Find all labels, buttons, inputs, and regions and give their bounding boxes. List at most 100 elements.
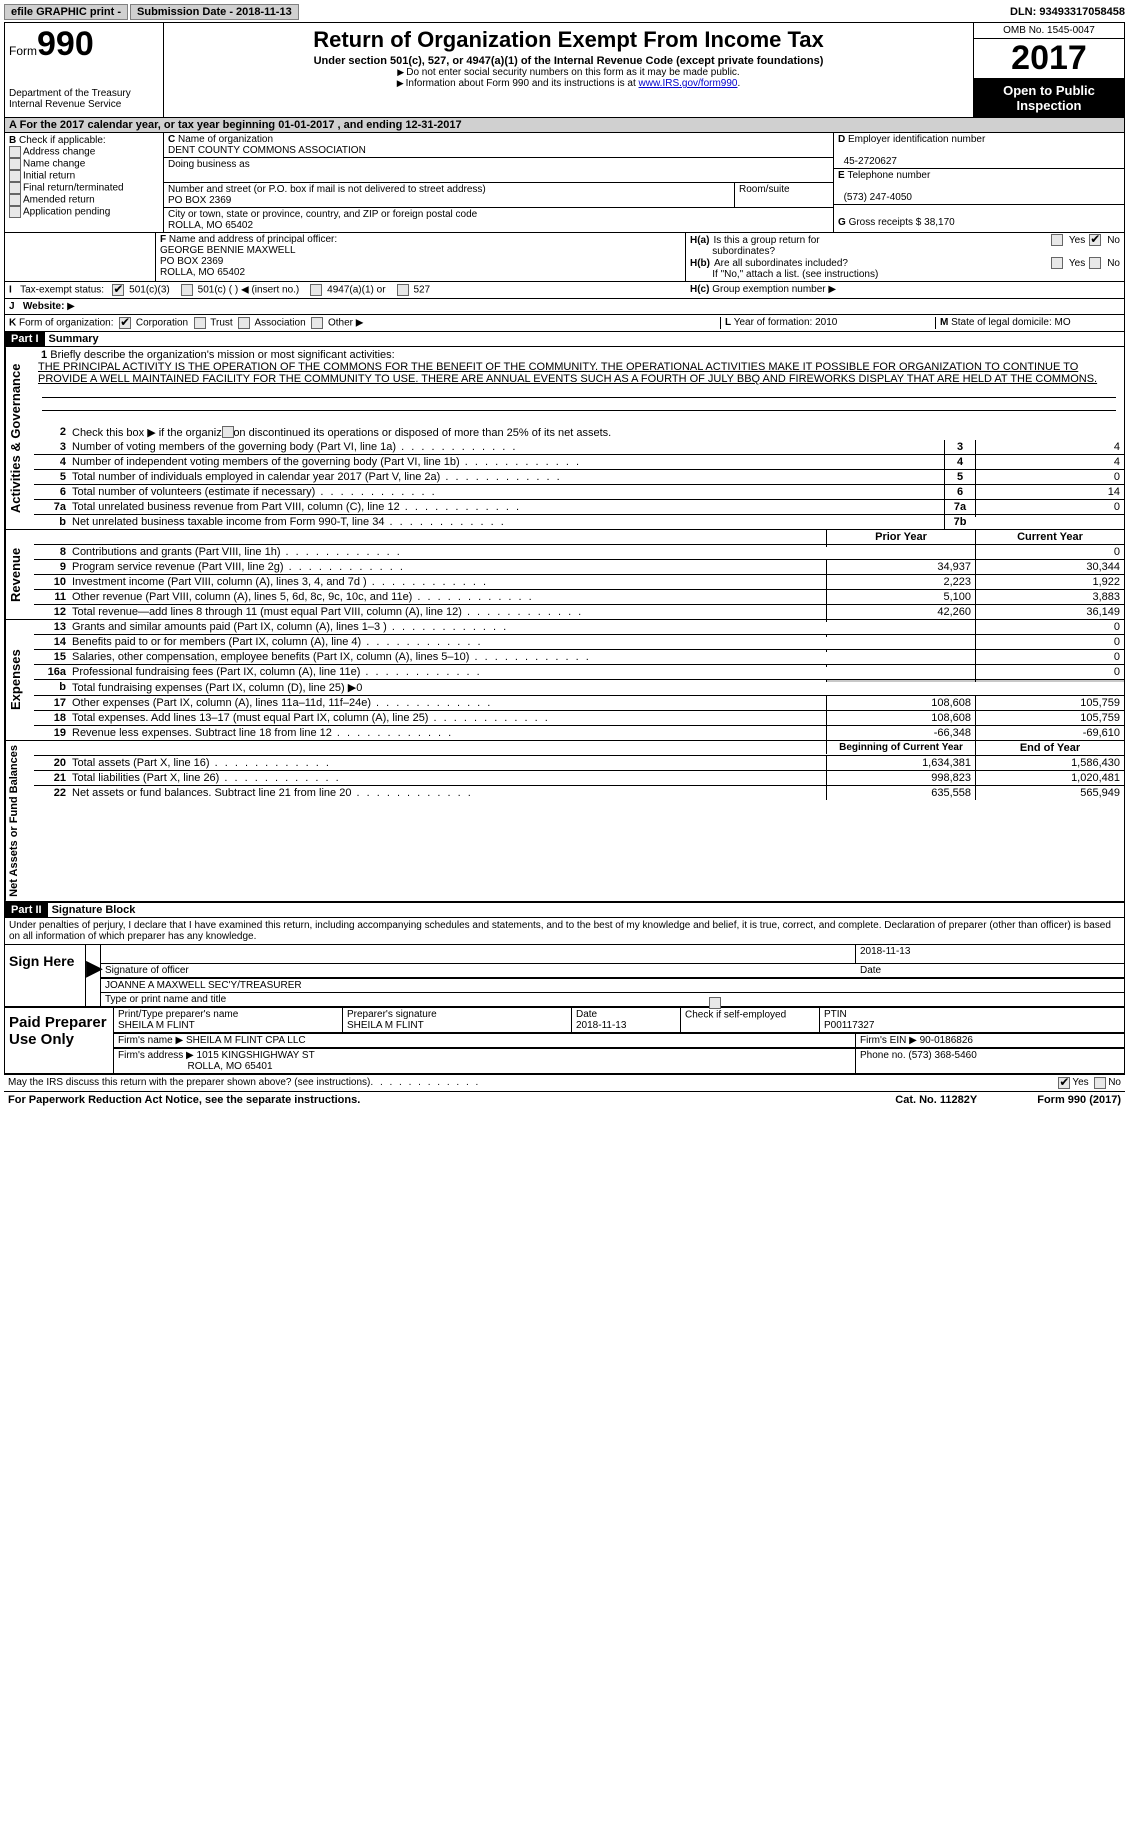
exp-line-16a: 16aProfessional fundraising fees (Part I…: [34, 665, 1124, 680]
cb-name-change[interactable]: Name change: [9, 158, 159, 170]
cb-initial-return[interactable]: Initial return: [9, 170, 159, 182]
form-number: Form990: [9, 25, 159, 64]
gov-line-7a: 7aTotal unrelated business revenue from …: [34, 500, 1124, 515]
section-a: A For the 2017 calendar year, or tax yea…: [4, 118, 1125, 332]
phone: (573) 247-4050: [844, 192, 912, 203]
sig-date: 2018-11-13: [855, 945, 1124, 964]
entity-block: B Check if applicable: Address change Na…: [5, 133, 1124, 232]
row-i: I Tax-exempt status: 501(c)(3) 501(c) ( …: [5, 281, 1124, 298]
city: ROLLA, MO 65402: [168, 220, 253, 231]
form-header: Form990 Department of the Treasury Inter…: [4, 22, 1125, 118]
cb-address-change[interactable]: Address change: [9, 146, 159, 158]
line2-checkbox[interactable]: [222, 426, 234, 438]
omb: OMB No. 1545-0047: [974, 23, 1124, 39]
part-ii-title: Signature Block: [52, 904, 136, 916]
section-net-assets: Net Assets or Fund Balances Beginning of…: [4, 741, 1125, 902]
k-corp-checkbox[interactable]: [119, 317, 131, 329]
cb-final-return[interactable]: Final return/terminated: [9, 182, 159, 194]
sign-here-label: Sign Here: [5, 945, 86, 1006]
label-expenses: Expenses: [5, 620, 34, 740]
k-trust-checkbox[interactable]: [194, 317, 206, 329]
gov-line-b: bNet unrelated business taxable income f…: [34, 515, 1124, 529]
state-domicile: MO: [1055, 317, 1071, 328]
org-name-cell: C Name of organization DENT COUNTY COMMO…: [164, 133, 833, 158]
rev-line-10: 10Investment income (Part VIII, column (…: [34, 575, 1124, 590]
self-emp-checkbox[interactable]: [709, 997, 721, 1009]
paid-preparer-row: Paid Preparer Use Only Print/Type prepar…: [5, 1007, 1124, 1073]
discuss-no-checkbox[interactable]: [1094, 1077, 1106, 1089]
officer-name-label: Type or print name and title: [101, 993, 1124, 1006]
perjury-text: Under penalties of perjury, I declare th…: [5, 918, 1124, 945]
phone-cell: E Telephone number (573) 247-4050: [834, 169, 1124, 205]
note2: Information about Form 990 and its instr…: [170, 78, 967, 89]
officer-name: GEORGE BENNIE MAXWELL: [160, 245, 296, 256]
cb-application-pending[interactable]: Application pending: [9, 206, 159, 218]
street: PO BOX 2369: [168, 195, 231, 206]
submission-date-label: Submission Date -: [137, 6, 233, 18]
col-right: D Employer identification number 45-2720…: [833, 133, 1124, 232]
header-mid: Return of Organization Exempt From Incom…: [164, 23, 973, 117]
net-line-21: 21Total liabilities (Part X, line 26)998…: [34, 771, 1124, 786]
gross-receipts: 38,170: [924, 217, 955, 228]
col-b: B Check if applicable: Address change Na…: [5, 133, 164, 232]
dba-cell: Doing business as: [164, 158, 833, 183]
exp-line-b: bTotal fundraising expenses (Part IX, co…: [34, 680, 1124, 696]
exp-line-13: 13Grants and similar amounts paid (Part …: [34, 620, 1124, 635]
part-i-badge: Part I: [5, 332, 45, 346]
part-i-title: Summary: [49, 333, 99, 345]
paid-preparer-label: Paid Preparer Use Only: [5, 1008, 113, 1073]
sig-officer-label: Signature of officer: [101, 964, 856, 978]
preparer-date: 2018-11-13: [576, 1020, 626, 1031]
k-other-checkbox[interactable]: [311, 317, 323, 329]
exp-line-17: 17Other expenses (Part IX, column (A), l…: [34, 696, 1124, 711]
dln-value: 93493317058458: [1039, 6, 1125, 18]
k-assoc-checkbox[interactable]: [238, 317, 250, 329]
form-title: Return of Organization Exempt From Incom…: [170, 27, 967, 53]
gross-cell: G Gross receipts $ 38,170: [834, 205, 1124, 229]
ha-no-checkbox[interactable]: [1089, 234, 1101, 246]
ha-yes-checkbox[interactable]: [1051, 234, 1063, 246]
firm-addr1: 1015 KINGSHIGHWAY ST: [197, 1050, 315, 1061]
firm-ein: 90-0186826: [920, 1035, 973, 1046]
label-governance: Activities & Governance: [5, 347, 34, 529]
cb-amended-return[interactable]: Amended return: [9, 194, 159, 206]
firm-name: SHEILA M FLINT CPA LLC: [186, 1035, 306, 1046]
submission-date-value: 2018-11-13: [236, 6, 292, 18]
net-header-row: Beginning of Current Year End of Year: [34, 741, 1124, 756]
efile-badge: efile GRAPHIC print -: [4, 4, 128, 20]
section-expenses: Expenses 13Grants and similar amounts pa…: [4, 620, 1125, 741]
row-k: K Form of organization: Corporation Trus…: [5, 314, 1124, 331]
signature-block: Under penalties of perjury, I declare th…: [4, 918, 1125, 1074]
date-label: Date: [856, 964, 1124, 978]
preparer-name: SHEILA M FLINT: [118, 1020, 195, 1031]
line-2: 2 Check this box ▶ if the organization d…: [34, 425, 1124, 440]
hb-yes-checkbox[interactable]: [1051, 257, 1063, 269]
label-net-assets: Net Assets or Fund Balances: [5, 741, 34, 901]
row-j: J Website: ▶: [5, 298, 1124, 314]
mission-text: THE PRINCIPAL ACTIVITY IS THE OPERATION …: [38, 361, 1097, 385]
ein-cell: D Employer identification number 45-2720…: [834, 133, 1124, 169]
i-501c-checkbox[interactable]: [181, 284, 193, 296]
b-label: Check if applicable:: [19, 135, 106, 146]
hb-no-checkbox[interactable]: [1089, 257, 1101, 269]
section-revenue: Revenue Prior Year Current Year 8Contrib…: [4, 530, 1125, 620]
gov-line-3: 3Number of voting members of the governi…: [34, 440, 1124, 455]
col-prior: Prior Year: [826, 530, 975, 544]
i-4947-checkbox[interactable]: [310, 284, 322, 296]
rev-line-9: 9Program service revenue (Part VIII, lin…: [34, 560, 1124, 575]
discuss-yes-checkbox[interactable]: [1058, 1077, 1070, 1089]
part-ii-badge: Part II: [5, 903, 48, 917]
i-501c3-checkbox[interactable]: [112, 284, 124, 296]
fh-row: F Name and address of principal officer:…: [5, 232, 1124, 281]
i-527-checkbox[interactable]: [397, 284, 409, 296]
ptin: P00117327: [824, 1020, 874, 1031]
year-formation: 2010: [815, 317, 837, 328]
header-right: OMB No. 1545-0047 2017 Open to Public In…: [973, 23, 1124, 117]
dln: DLN: 93493317058458: [1010, 6, 1125, 18]
form-subtitle: Under section 501(c), 527, or 4947(a)(1)…: [170, 55, 967, 67]
org-name: DENT COUNTY COMMONS ASSOCIATION: [168, 145, 366, 156]
rev-header-row: Prior Year Current Year: [34, 530, 1124, 545]
exp-line-15: 15Salaries, other compensation, employee…: [34, 650, 1124, 665]
officer-name-value: JOANNE A MAXWELL SEC'Y/TREASURER: [101, 979, 1124, 993]
form990-link[interactable]: www.IRS.gov/form990: [639, 78, 738, 89]
